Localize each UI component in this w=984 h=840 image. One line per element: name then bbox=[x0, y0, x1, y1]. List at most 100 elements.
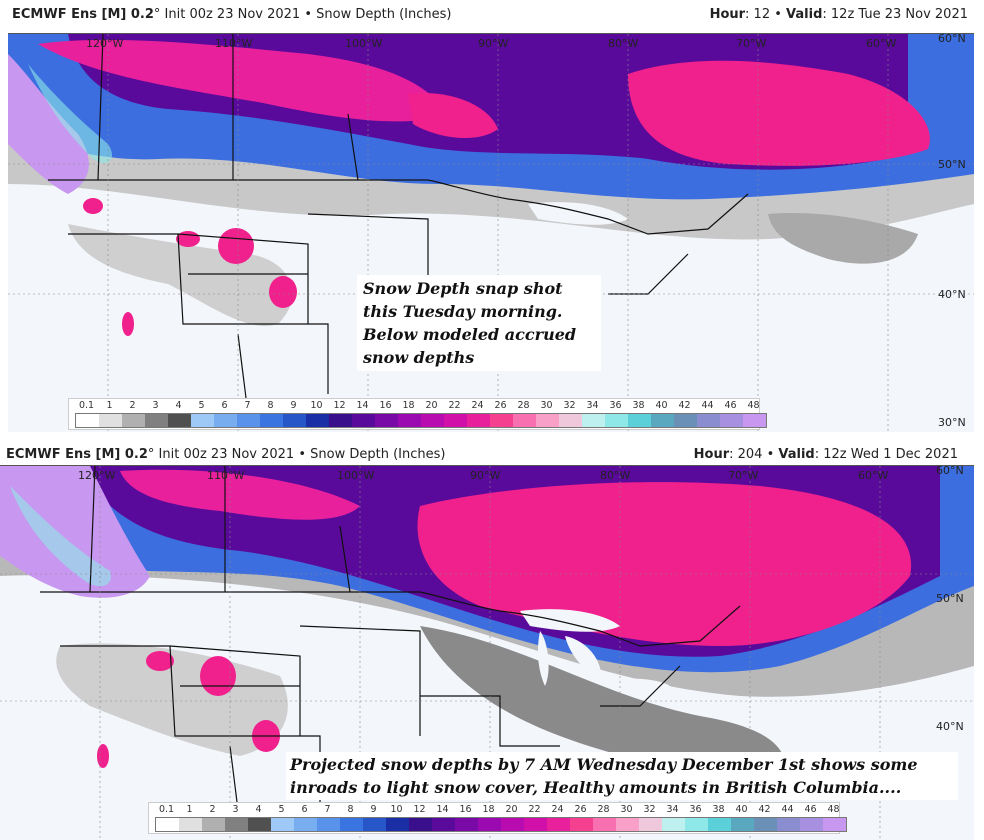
great-lakes bbox=[520, 609, 620, 632]
colorbar-tick-label: 26 bbox=[574, 804, 587, 815]
mountain-snow-patch bbox=[218, 228, 254, 264]
colorbar-tick-label: 2 bbox=[129, 400, 136, 411]
colorbar-swatch bbox=[306, 414, 329, 427]
mountain-snow-patch bbox=[176, 231, 200, 247]
colorbar-tick-label: 46 bbox=[804, 804, 817, 815]
great-lakes bbox=[537, 631, 549, 686]
colorbar-tick-label: 1 bbox=[106, 400, 113, 411]
deep-snow-region bbox=[0, 466, 150, 598]
top-panel-title: ECMWF Ens [M] 0.2° Init 00z 23 Nov 2021 … bbox=[12, 7, 451, 22]
colorbar-tick-label: 46 bbox=[724, 400, 737, 411]
colorbar-swatch bbox=[76, 414, 99, 427]
colorbar-swatch bbox=[179, 818, 202, 831]
colorbar-tick-label: 20 bbox=[505, 804, 518, 815]
colorbar-tick-label: 30 bbox=[540, 400, 553, 411]
colorbar-swatch bbox=[317, 818, 340, 831]
colorbar-swatch bbox=[720, 414, 743, 427]
bottom-map-graphic bbox=[0, 466, 974, 840]
colorbar-tick-label: 16 bbox=[459, 804, 472, 815]
degree-symbol: ° bbox=[153, 7, 161, 22]
very-heavy-snow-region bbox=[417, 482, 912, 646]
colorbar-swatch bbox=[99, 414, 122, 427]
colorbar-tick-label: 12 bbox=[333, 400, 346, 411]
colorbar-tick-label: 18 bbox=[402, 400, 415, 411]
colorbar-swatch bbox=[559, 414, 582, 427]
colorbar-tick-label: 38 bbox=[712, 804, 725, 815]
lat-label: 50°N bbox=[938, 158, 966, 171]
model-name: ECMWF Ens [M] 0.2 bbox=[6, 447, 148, 462]
colorbar-tick-label: 26 bbox=[494, 400, 507, 411]
colorbar-swatch bbox=[582, 414, 605, 427]
colorbar-swatch bbox=[513, 414, 536, 427]
valid-value: : 12z Tue 23 Nov 2021 bbox=[822, 7, 968, 22]
colorbar-swatch bbox=[283, 414, 306, 427]
colorbar-tick-label: 0.1 bbox=[158, 804, 175, 815]
colorbar-tick-label: 9 bbox=[370, 804, 377, 815]
lon-label: 120°W bbox=[86, 37, 124, 50]
top-colorbar: 0.1 1 2 3 4 5 6 7 8 9 10 12 14 16 18 20 22 24 26 28 30 32 34 36… bbox=[68, 398, 767, 430]
colorbar-swatch bbox=[237, 414, 260, 427]
colorbar-swatch bbox=[409, 818, 432, 831]
hour-value: : 204 • bbox=[729, 447, 779, 462]
colorbar-swatch bbox=[524, 818, 547, 831]
colorbar-swatch bbox=[260, 414, 283, 427]
colorbar-swatch bbox=[294, 818, 317, 831]
colorbar-swatch bbox=[501, 818, 524, 831]
colorbar-tick-label: 20 bbox=[425, 400, 438, 411]
colorbar-tick-label: 1 bbox=[186, 804, 193, 815]
colorbar-swatch bbox=[605, 414, 628, 427]
colorbar-tick-label: 8 bbox=[267, 400, 274, 411]
lat-label: 60°N bbox=[938, 33, 966, 45]
colorbar-swatch bbox=[467, 414, 490, 427]
colorbar-swatch bbox=[329, 414, 352, 427]
top-annotation: Snow Depth snap shot this Tuesday mornin… bbox=[357, 275, 601, 371]
lon-label: 110°W bbox=[207, 469, 245, 482]
colorbar-swatch bbox=[432, 818, 455, 831]
deep-snow-region bbox=[28, 64, 113, 164]
colorbar-tick-label: 30 bbox=[620, 804, 633, 815]
colorbar-swatch bbox=[122, 414, 145, 427]
colorbar-swatch bbox=[156, 818, 179, 831]
very-heavy-snow-region bbox=[408, 93, 498, 139]
colorbar-swatch bbox=[628, 414, 651, 427]
great-lakes bbox=[573, 229, 609, 274]
colorbar-swatch bbox=[708, 818, 731, 831]
colorbar-tick-label: 0.1 bbox=[78, 400, 95, 411]
colorbar-swatch bbox=[547, 818, 570, 831]
colorbar-swatch bbox=[225, 818, 248, 831]
colorbar-tick-label: 16 bbox=[379, 400, 392, 411]
colorbar-swatches bbox=[155, 817, 847, 832]
lon-label: 120°W bbox=[78, 469, 116, 482]
mountain-snow-patch bbox=[146, 651, 174, 671]
lat-label: 60°N bbox=[936, 465, 964, 477]
colorbar-tick-label: 22 bbox=[528, 804, 541, 815]
colorbar-swatch bbox=[616, 818, 639, 831]
lon-label: 60°W bbox=[858, 469, 889, 482]
colorbar-tick-label: 6 bbox=[301, 804, 308, 815]
colorbar-tick-label: 36 bbox=[609, 400, 622, 411]
great-lakes bbox=[528, 202, 628, 225]
colorbar-swatch bbox=[754, 818, 777, 831]
colorbar-tick-label: 28 bbox=[517, 400, 530, 411]
colorbar-tick-label: 32 bbox=[643, 804, 656, 815]
colorbar-tick-label: 4 bbox=[175, 400, 182, 411]
graticule bbox=[0, 466, 974, 840]
lon-label: 100°W bbox=[337, 469, 375, 482]
colorbar-tick-label: 36 bbox=[689, 804, 702, 815]
hour-value: : 12 • bbox=[745, 7, 787, 22]
colorbar-tick-label: 32 bbox=[563, 400, 576, 411]
lon-label: 90°W bbox=[478, 37, 509, 50]
colorbar-tick-label: 34 bbox=[586, 400, 599, 411]
colorbar-swatch bbox=[651, 414, 674, 427]
colorbar-swatch bbox=[340, 818, 363, 831]
valid-value: : 12z Wed 1 Dec 2021 bbox=[814, 447, 958, 462]
colorbar-tick-label: 14 bbox=[436, 804, 449, 815]
colorbar-swatch bbox=[398, 414, 421, 427]
colorbar-swatch bbox=[202, 818, 225, 831]
colorbar-swatch bbox=[145, 414, 168, 427]
colorbar-swatch bbox=[674, 414, 697, 427]
colorbar-swatch bbox=[823, 818, 846, 831]
colorbar-tick-label: 10 bbox=[390, 804, 403, 815]
colorbar-swatch bbox=[593, 818, 616, 831]
deep-snow-region bbox=[10, 486, 111, 587]
